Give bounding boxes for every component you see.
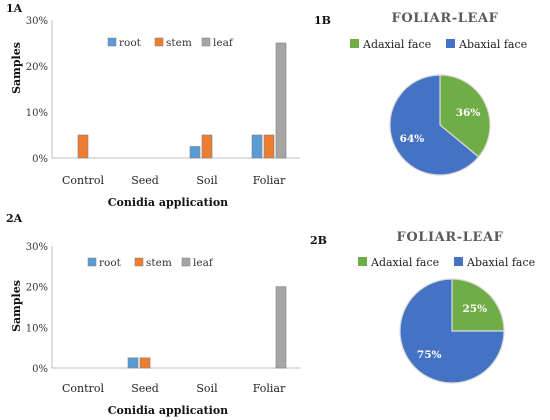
slices-1b: 36% 64%: [389, 74, 491, 176]
pie-chart-2b: 2B FOLIAR-LEAF Adaxial face Abaxial face …: [310, 230, 535, 384]
y-tick-label: 30%: [26, 16, 48, 27]
x-tick-label: Control: [62, 382, 104, 395]
y-axis-title-2a: Samples: [10, 280, 23, 332]
y-tick-label: 20%: [26, 283, 48, 294]
y-ticks-2a: 0% 10% 20% 30%: [26, 242, 48, 375]
y-tick-label: 10%: [26, 108, 48, 119]
legend-2b: Adaxial face Abaxial face: [358, 256, 535, 269]
pie-title-1b: FOLIAR-LEAF: [391, 11, 498, 26]
pie-slice-adaxial-face: [439, 74, 491, 158]
bar-root-soil: [189, 146, 201, 159]
legend-label-stem: stem: [146, 257, 172, 269]
legend-swatch-stem: [154, 37, 164, 47]
bar-stem-foliar: [263, 134, 275, 159]
legend-1a: root stem leaf: [107, 37, 234, 49]
y-tick-label: 30%: [26, 242, 48, 253]
legend-label-abaxial-face: Abaxial face: [466, 256, 535, 269]
pie-title-2b: FOLIAR-LEAF: [396, 230, 503, 245]
x-tick-label: Seed: [131, 174, 159, 187]
axes-2a: [51, 246, 300, 369]
bar-chart-1a: 1A Samples Conidia application 0% 10% 20% 3…: [6, 2, 300, 209]
legend-1b: Adaxial face Abaxial face: [350, 38, 527, 51]
x-tick-label: Soil: [196, 382, 218, 395]
bar-stem-soil: [201, 134, 213, 159]
y-axis-title-1a: Samples: [10, 42, 23, 94]
slice-label-adaxial-face: 36%: [456, 107, 481, 119]
x-tick-label: Seed: [131, 382, 159, 395]
bar-leaf-foliar: [275, 42, 287, 159]
bar-stem-seed: [139, 357, 151, 369]
bar-root-foliar: [251, 134, 263, 159]
legend-swatch-root: [87, 257, 97, 267]
panel-label-2b: 2B: [310, 234, 327, 247]
legend-swatch-adaxial-face: [350, 39, 359, 48]
pie-chart-1b: 1B FOLIAR-LEAF Adaxial face Abaxial face …: [314, 11, 527, 176]
bar-leaf-foliar: [275, 286, 287, 369]
y-tick-label: 20%: [26, 62, 48, 73]
y-ticks-1a: 0% 10% 20% 30%: [26, 16, 48, 165]
legend-label-root: root: [99, 257, 122, 269]
bar-root-seed: [127, 357, 139, 369]
legend-label-root: root: [119, 37, 142, 49]
legend-label-leaf: leaf: [213, 37, 234, 49]
bars-2a: [127, 286, 287, 369]
legend-swatch-adaxial-face: [358, 257, 367, 266]
panel-label-1a: 1A: [6, 2, 23, 15]
legend-label-adaxial-face: Adaxial face: [362, 38, 431, 51]
legend-swatch-root: [107, 37, 117, 47]
legend-label-adaxial-face: Adaxial face: [370, 256, 439, 269]
legend-label-leaf: leaf: [193, 257, 214, 269]
legend-2a: root stem leaf: [87, 257, 214, 269]
pie-slice-abaxial-face: [389, 74, 480, 176]
legend-swatch-leaf: [181, 257, 191, 267]
legend-swatch-leaf: [201, 37, 211, 47]
x-tick-label: Soil: [196, 174, 218, 187]
legend-swatch-abaxial-face: [446, 39, 455, 48]
pie-slice-abaxial-face: [399, 278, 505, 384]
x-tick-label: Foliar: [253, 382, 286, 395]
slice-label-abaxial-face: 75%: [417, 349, 442, 361]
y-tick-label: 10%: [26, 323, 48, 334]
x-tick-label: Foliar: [253, 174, 286, 187]
x-axis-title-2a: Conidia application: [108, 404, 228, 417]
y-tick-label: 0%: [32, 364, 48, 375]
slices-2b: 25% 75%: [399, 278, 505, 384]
x-tick-labels-2a: Control Seed Soil Foliar: [62, 382, 286, 395]
slice-label-adaxial-face: 25%: [463, 303, 488, 315]
legend-swatch-stem: [134, 257, 144, 267]
pie-slice-adaxial-face: [451, 278, 505, 332]
legend-label-stem: stem: [166, 37, 192, 49]
bar-chart-2a: 2A Samples Conidia application 0% 10% 20% 3…: [6, 212, 300, 417]
y-tick-label: 0%: [32, 154, 48, 165]
panel-label-1b: 1B: [314, 14, 331, 27]
legend-swatch-abaxial-face: [454, 257, 463, 266]
x-tick-label: Control: [62, 174, 104, 187]
slice-label-abaxial-face: 64%: [400, 133, 425, 145]
legend-label-abaxial-face: Abaxial face: [458, 38, 527, 51]
bar-stem-control: [77, 134, 89, 159]
panel-label-2a: 2A: [6, 212, 23, 225]
x-axis-title-1a: Conidia application: [108, 196, 228, 209]
bars-1a: [77, 42, 287, 159]
x-tick-labels-1a: Control Seed Soil Foliar: [62, 174, 286, 187]
